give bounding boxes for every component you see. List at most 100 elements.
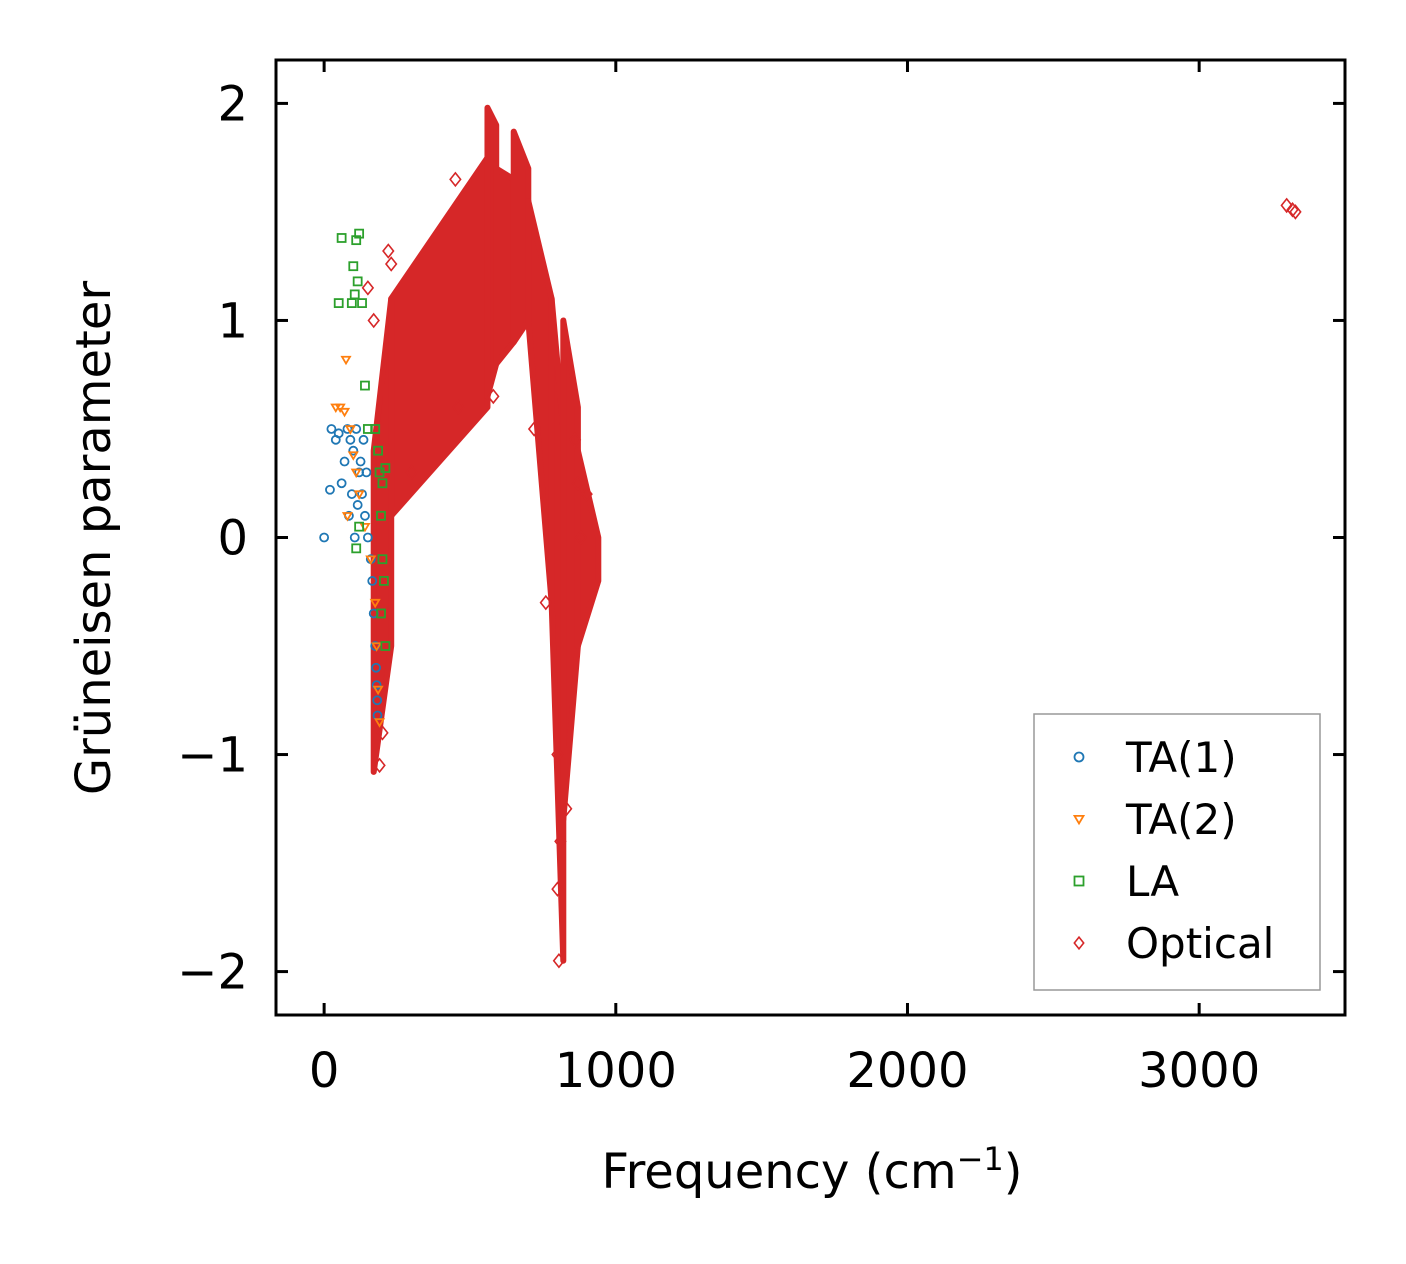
data-point-ta1-14 xyxy=(362,532,373,543)
data-point-ta1-26 xyxy=(352,500,363,510)
legend-entries: TA(1) TA(2) LA Optical xyxy=(1072,733,1274,968)
data-point-optical-9 xyxy=(554,833,567,850)
series-la xyxy=(333,228,391,651)
data-point-la-21 xyxy=(377,478,388,489)
data-point-ta1-2 xyxy=(326,424,337,434)
series-ta-2- xyxy=(330,355,386,728)
data-point-optical-11 xyxy=(568,432,582,448)
data-layer xyxy=(319,104,1302,969)
data-point-la-11 xyxy=(373,445,383,456)
legend-marker-la xyxy=(1073,875,1085,887)
data-point-optical-13 xyxy=(574,529,588,546)
data-point-la-14 xyxy=(377,554,388,565)
data-point-ta1-0 xyxy=(319,532,330,543)
data-point-optical-19 xyxy=(551,881,564,897)
data-point-ta2-10 xyxy=(371,642,383,652)
data-point-optical-2 xyxy=(405,464,418,481)
data-point-la-3 xyxy=(351,235,362,246)
data-point-ta2-5 xyxy=(347,451,359,461)
legend-marker-optical xyxy=(1073,935,1085,951)
data-point-ta1-9 xyxy=(348,445,359,456)
data-point-la-17 xyxy=(380,641,391,651)
data-point-ta1-4 xyxy=(333,428,344,439)
legend-label-ta2: TA(2) xyxy=(1125,795,1237,844)
x-tick-label: 3000 xyxy=(1138,1043,1260,1099)
data-point-la-1 xyxy=(346,298,357,308)
legend-label-la: LA xyxy=(1126,857,1179,906)
legend-label-ta1: TA(1) xyxy=(1125,733,1237,782)
data-point-ta2-7 xyxy=(359,522,371,533)
data-point-optical-18 xyxy=(367,312,380,329)
data-point-la-4 xyxy=(354,228,365,239)
y-tick-label: −1 xyxy=(177,728,248,784)
data-point-optical-22 xyxy=(1286,201,1299,218)
data-point-la-16 xyxy=(376,608,386,619)
data-point-la-8 xyxy=(360,380,370,391)
data-point-ta2-13 xyxy=(341,512,354,522)
data-point-ta2-6 xyxy=(353,490,365,500)
data-point-la-15 xyxy=(379,576,389,586)
data-point-la-19 xyxy=(354,521,365,532)
data-point-optical-12 xyxy=(571,475,585,492)
optical-band-8 xyxy=(574,447,602,650)
data-point-ta1-20 xyxy=(371,680,382,690)
data-point-ta2-11 xyxy=(372,685,384,696)
y-tick-label: −2 xyxy=(177,945,248,1001)
optical-band-5 xyxy=(525,198,555,606)
x-tick-label: 2000 xyxy=(846,1043,968,1099)
x-axis-label-close: ) xyxy=(1004,1144,1023,1200)
data-point-ta2-14 xyxy=(350,468,362,479)
data-point-optical-20 xyxy=(552,952,566,969)
data-point-ta1-21 xyxy=(372,695,383,706)
y-tick-label: 1 xyxy=(217,293,248,349)
data-point-ta1-8 xyxy=(345,434,356,445)
data-point-ta1-5 xyxy=(336,478,347,489)
data-point-la-22 xyxy=(380,463,391,473)
data-point-ta1-13 xyxy=(360,510,370,521)
data-point-la-10 xyxy=(370,424,381,434)
x-axis-label-main: Frequency (cm xyxy=(601,1144,956,1200)
data-point-ta1-28 xyxy=(358,434,369,445)
x-axis-label-sup: −1 xyxy=(957,1140,1004,1178)
legend-marker-ta2 xyxy=(1072,814,1086,826)
data-point-optical-15 xyxy=(373,757,386,774)
data-point-optical-1 xyxy=(384,256,398,272)
data-point-la-7 xyxy=(357,298,367,308)
x-tick-label: 0 xyxy=(309,1043,340,1099)
legend: TA(1) TA(2) LA Optical xyxy=(1033,713,1321,991)
data-point-optical-0 xyxy=(382,243,395,259)
data-point-ta1-29 xyxy=(361,467,372,478)
y-axis-label: Grüneisen parameter xyxy=(66,281,122,796)
data-point-ta1-12 xyxy=(357,489,367,499)
data-point-optical-17 xyxy=(361,280,375,296)
data-point-optical-4 xyxy=(449,171,462,188)
data-point-ta2-4 xyxy=(344,425,356,435)
data-point-ta1-16 xyxy=(367,576,378,586)
data-point-ta1-19 xyxy=(371,662,381,673)
legend-label-optical: Optical xyxy=(1126,919,1274,968)
data-point-optical-8 xyxy=(551,746,564,763)
data-point-la-13 xyxy=(376,510,386,521)
ticks-layer: 0 1000 2000 3000 2 1 0 −1 −2 xyxy=(177,60,1345,1099)
data-point-ta1-27 xyxy=(355,456,366,467)
data-point-ta1-6 xyxy=(339,456,350,467)
y-tick-label: 0 xyxy=(217,511,248,567)
data-point-ta2-8 xyxy=(365,555,377,565)
data-point-la-18 xyxy=(351,543,362,554)
data-point-ta2-12 xyxy=(373,718,386,728)
data-point-optical-5 xyxy=(487,388,500,405)
x-tick-label: 1000 xyxy=(555,1043,677,1099)
legend-marker-ta1 xyxy=(1073,751,1085,763)
data-point-optical-21 xyxy=(1280,197,1293,214)
data-point-ta2-3 xyxy=(340,355,352,366)
data-point-la-20 xyxy=(333,298,344,308)
data-point-optical-16 xyxy=(376,725,389,741)
data-point-ta2-2 xyxy=(338,407,351,418)
data-point-la-5 xyxy=(352,276,363,287)
data-point-optical-3 xyxy=(452,399,465,416)
data-point-ta2-1 xyxy=(334,403,346,414)
data-point-ta1-1 xyxy=(325,484,335,495)
optical-band-1 xyxy=(388,154,491,519)
data-point-optical-14 xyxy=(580,486,593,502)
